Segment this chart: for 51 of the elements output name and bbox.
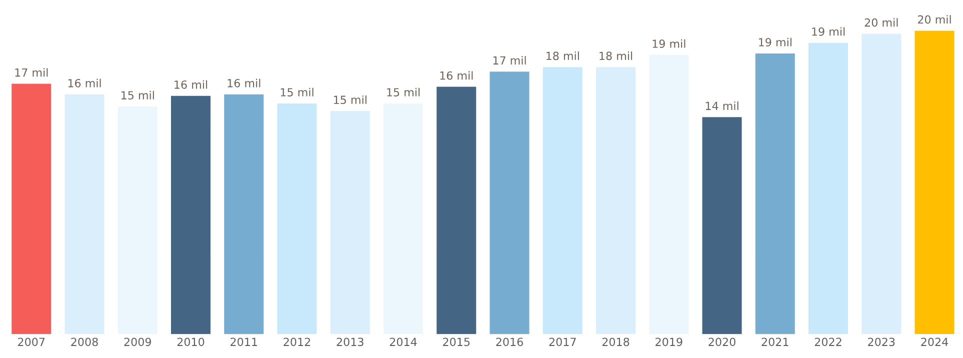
x-tick-label: 2013	[336, 338, 364, 346]
data-label: 15 mil	[122, 90, 154, 100]
data-label: 15 mil	[280, 88, 314, 96]
x-tick-label: 2007	[18, 338, 45, 346]
data-label: 16 mil	[174, 80, 208, 89]
data-label: 17 mil	[493, 56, 526, 64]
x-tick-label: 2015	[443, 338, 470, 346]
bar	[435, 85, 478, 335]
data-label: 19 mil	[759, 38, 792, 46]
bar	[700, 116, 744, 335]
data-label: 16 mil	[440, 71, 473, 80]
x-tick-label: 2012	[284, 338, 310, 346]
data-label: 18 mil	[546, 51, 579, 60]
data-label: 16 mil	[228, 78, 260, 88]
x-tick-label: 2019	[656, 338, 682, 346]
data-label: 18 mil	[600, 51, 632, 60]
x-tick-label: 2016	[496, 338, 523, 346]
x-tick-label: 2009	[124, 338, 151, 346]
x-tick-label: 2021	[762, 338, 788, 346]
x-tick-label: 2010	[177, 338, 204, 346]
bar	[860, 32, 903, 335]
bar	[754, 52, 796, 335]
bar	[222, 92, 266, 335]
bar	[488, 70, 531, 335]
x-tick-label: 2023	[868, 338, 895, 346]
data-label: 19 mil	[652, 39, 686, 48]
data-label: 20 mil	[918, 15, 951, 24]
x-tick-label: 2018	[602, 338, 630, 346]
data-label: 17 mil	[15, 68, 48, 77]
x-tick-label: 2008	[71, 338, 98, 346]
bar	[170, 94, 212, 335]
bar	[276, 102, 318, 335]
data-label: 19 mil	[812, 27, 845, 36]
data-label: 16 mil	[68, 78, 101, 88]
bar	[541, 66, 584, 335]
bar	[807, 41, 850, 335]
data-label: 15 mil	[334, 95, 366, 104]
x-tick-label: 2011	[230, 338, 257, 346]
bar	[913, 29, 956, 335]
x-tick-label: 2024	[921, 338, 948, 346]
bar	[10, 82, 53, 335]
x-tick-label: 2022	[814, 338, 842, 346]
bar	[328, 110, 372, 335]
bar	[63, 92, 106, 335]
bar	[594, 66, 637, 335]
x-tick-label: 2017	[549, 338, 576, 346]
data-label: 15 mil	[387, 88, 420, 96]
x-tick-label: 2020	[708, 338, 736, 346]
data-label: 20 mil	[864, 18, 898, 27]
data-label: 14 mil	[706, 102, 738, 110]
x-tick-label: 2014	[390, 338, 417, 346]
